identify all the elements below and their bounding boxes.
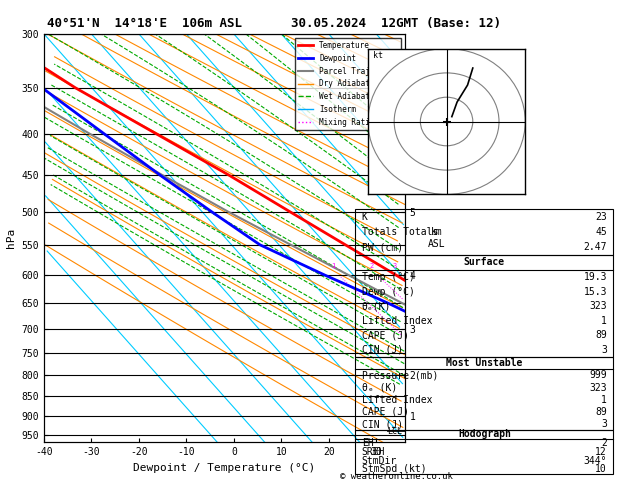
Text: 23: 23 xyxy=(595,212,607,222)
Text: PW (cm): PW (cm) xyxy=(362,243,403,252)
Text: 2: 2 xyxy=(369,263,374,269)
X-axis label: Dewpoint / Temperature (°C): Dewpoint / Temperature (°C) xyxy=(133,463,316,473)
Text: StmDir: StmDir xyxy=(362,456,397,466)
Text: 999: 999 xyxy=(589,370,607,381)
Text: CAPE (J): CAPE (J) xyxy=(362,407,409,417)
Text: 30.05.2024  12GMT (Base: 12): 30.05.2024 12GMT (Base: 12) xyxy=(291,17,501,30)
Text: EH: EH xyxy=(362,438,374,448)
Text: 1: 1 xyxy=(601,316,607,326)
Text: 1: 1 xyxy=(331,263,335,269)
Text: kt: kt xyxy=(373,52,383,60)
Text: 10: 10 xyxy=(595,465,607,474)
Text: LCL: LCL xyxy=(387,427,403,436)
Text: 89: 89 xyxy=(595,330,607,340)
Text: CIN (J): CIN (J) xyxy=(362,345,403,355)
Text: StmSpd (kt): StmSpd (kt) xyxy=(362,465,426,474)
Text: 3: 3 xyxy=(393,263,397,269)
Text: 323: 323 xyxy=(589,301,607,311)
Text: Most Unstable: Most Unstable xyxy=(446,358,523,368)
Text: Hodograph: Hodograph xyxy=(458,430,511,439)
Y-axis label: km
ASL: km ASL xyxy=(428,227,445,249)
Text: Temp (°C): Temp (°C) xyxy=(362,272,415,282)
Text: Lifted Index: Lifted Index xyxy=(362,316,432,326)
Text: 19.3: 19.3 xyxy=(584,272,607,282)
Text: © weatheronline.co.uk: © weatheronline.co.uk xyxy=(340,472,453,481)
Text: 1: 1 xyxy=(601,395,607,405)
Text: θₑ (K): θₑ (K) xyxy=(362,382,397,393)
Text: Pressure (mb): Pressure (mb) xyxy=(362,370,438,381)
Text: 3: 3 xyxy=(601,419,607,429)
Text: 2.47: 2.47 xyxy=(584,243,607,252)
Y-axis label: hPa: hPa xyxy=(6,228,16,248)
Text: 3: 3 xyxy=(601,345,607,355)
Text: 40°51'N  14°18'E  106m ASL: 40°51'N 14°18'E 106m ASL xyxy=(47,17,242,30)
Text: 344°: 344° xyxy=(584,456,607,466)
Text: SREH: SREH xyxy=(362,447,385,457)
Text: Lifted Index: Lifted Index xyxy=(362,395,432,405)
Text: θₑ(K): θₑ(K) xyxy=(362,301,391,311)
Text: Surface: Surface xyxy=(464,258,505,267)
Text: Dewp (°C): Dewp (°C) xyxy=(362,287,415,296)
Text: CIN (J): CIN (J) xyxy=(362,419,403,429)
Text: CAPE (J): CAPE (J) xyxy=(362,330,409,340)
Text: 323: 323 xyxy=(589,382,607,393)
Text: Totals Totals: Totals Totals xyxy=(362,227,438,237)
Text: 89: 89 xyxy=(595,407,607,417)
Text: 15.3: 15.3 xyxy=(584,287,607,296)
Text: 2: 2 xyxy=(601,438,607,448)
Text: 12: 12 xyxy=(595,447,607,457)
Text: K: K xyxy=(362,212,367,222)
Legend: Temperature, Dewpoint, Parcel Trajectory, Dry Adiabat, Wet Adiabat, Isotherm, Mi: Temperature, Dewpoint, Parcel Trajectory… xyxy=(295,38,401,130)
Text: 45: 45 xyxy=(595,227,607,237)
